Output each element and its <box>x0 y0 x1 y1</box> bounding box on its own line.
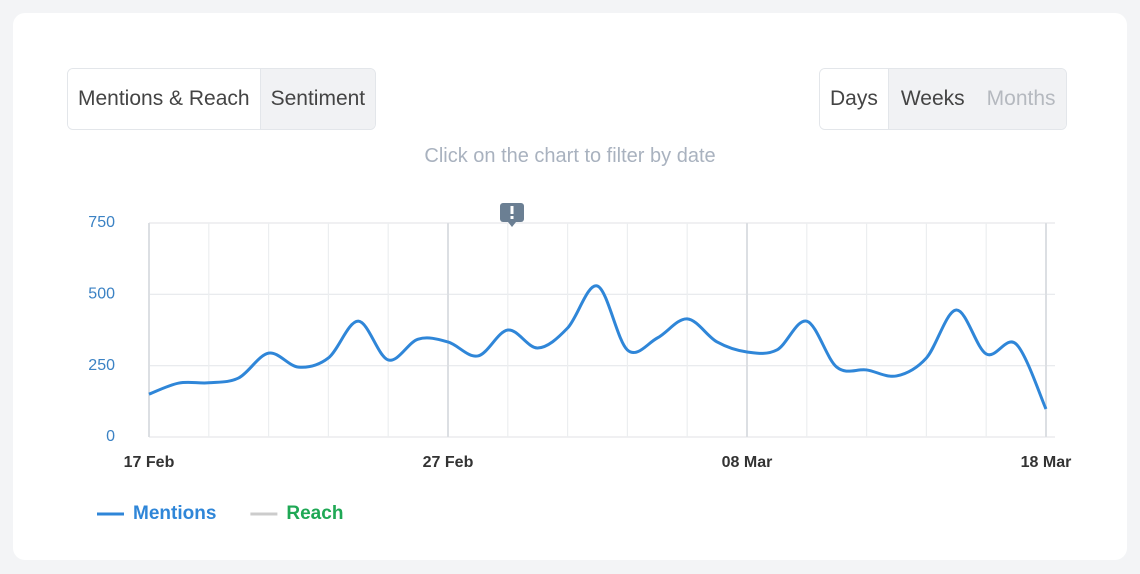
x-tick-label: 08 Mar <box>722 454 773 471</box>
annotation-icon[interactable] <box>500 203 524 227</box>
period[interactable]: Weeks <box>888 69 977 129</box>
y-tick-label: 0 <box>106 428 115 445</box>
y-tick-label: 250 <box>88 357 115 374</box>
tab[interactable]: Sentiment <box>260 69 376 129</box>
view-tabs: Mentions & Reach Sentiment <box>67 68 377 130</box>
x-tick-label: 18 Mar <box>1021 454 1072 471</box>
x-tick-label: 27 Feb <box>423 454 474 471</box>
legend-label: Reach <box>286 503 343 524</box>
hint: Click on the chart to filter by date <box>424 145 716 167</box>
y-tick-label: 500 <box>88 286 115 303</box>
period[interactable]: Months <box>976 69 1066 129</box>
line <box>148 284 1048 410</box>
tab[interactable]: Mentions & Reach <box>68 69 261 129</box>
x-tick-label: 17 Feb <box>124 454 175 471</box>
y-tick-label: 750 <box>88 214 115 231</box>
period-tabs: Days Weeks Months <box>819 68 1067 130</box>
period[interactable]: Days <box>820 69 889 129</box>
legend-label: Mentions <box>133 503 216 524</box>
